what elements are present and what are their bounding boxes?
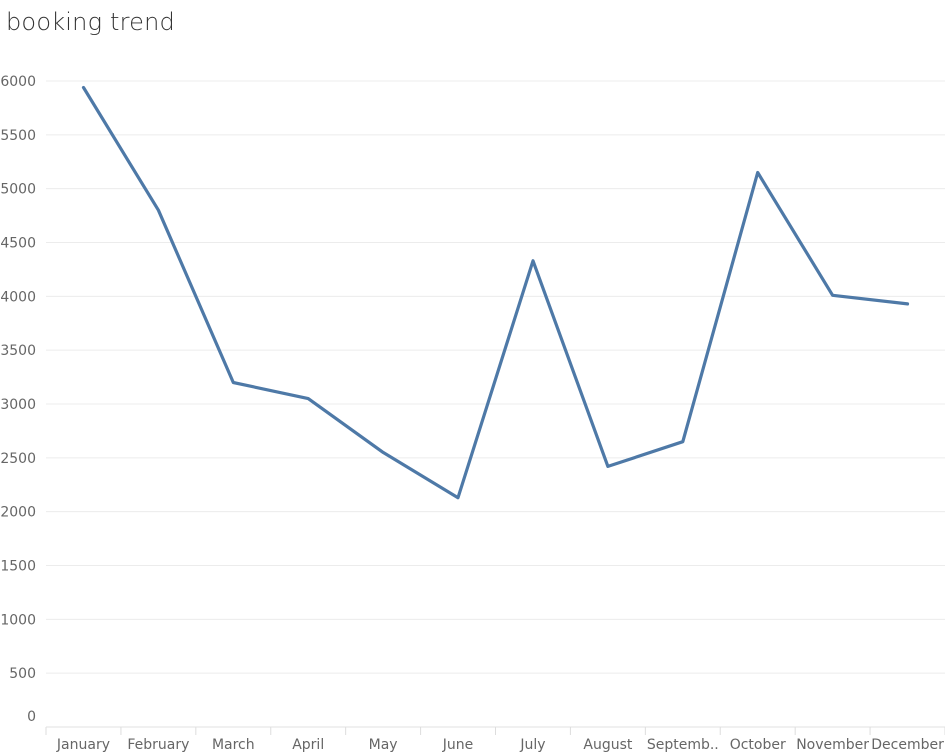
y-tick-label: 3000 — [0, 397, 36, 413]
series-layer — [81, 85, 910, 500]
chart-title: booking trend — [6, 8, 175, 36]
x-tick-label: October — [730, 737, 786, 753]
y-tick-label: 1500 — [0, 559, 36, 575]
x-tick-label: May — [369, 737, 398, 753]
y-tick-label: 1000 — [0, 612, 36, 628]
x-axis-dividers — [45, 727, 945, 735]
y-tick-label: 5000 — [0, 182, 36, 198]
x-tick-label: August — [583, 737, 633, 753]
y-axis-ticks: 0 500 1000 1500 2000 2500 3000 3500 4000 4500 5000… — [0, 74, 36, 725]
y-tick-label: 4500 — [0, 236, 36, 252]
y-tick-label: 0 — [27, 709, 36, 725]
y-tick-label: 5500 — [0, 128, 36, 144]
series-line — [81, 85, 910, 500]
x-tick-label: July — [519, 737, 545, 753]
x-axis-ticks: January February March April May June July Augu… — [56, 737, 944, 753]
grid-lines — [46, 80, 945, 728]
y-tick-label: 2500 — [0, 451, 36, 467]
x-tick-label: November — [796, 737, 869, 753]
x-tick-label: June — [442, 737, 474, 753]
x-tick-label: February — [127, 737, 189, 753]
y-tick-label: 4000 — [0, 289, 36, 305]
x-tick-label: December — [871, 737, 944, 753]
x-tick-label: January — [56, 737, 110, 753]
y-tick-label: 6000 — [0, 74, 36, 90]
x-tick-label: March — [212, 737, 255, 753]
x-tick-label: Septemb.. — [647, 737, 719, 753]
y-tick-label: 3500 — [0, 343, 36, 359]
y-tick-label: 2000 — [0, 505, 36, 521]
y-tick-label: 500 — [9, 666, 36, 682]
x-tick-label: April — [292, 737, 324, 753]
